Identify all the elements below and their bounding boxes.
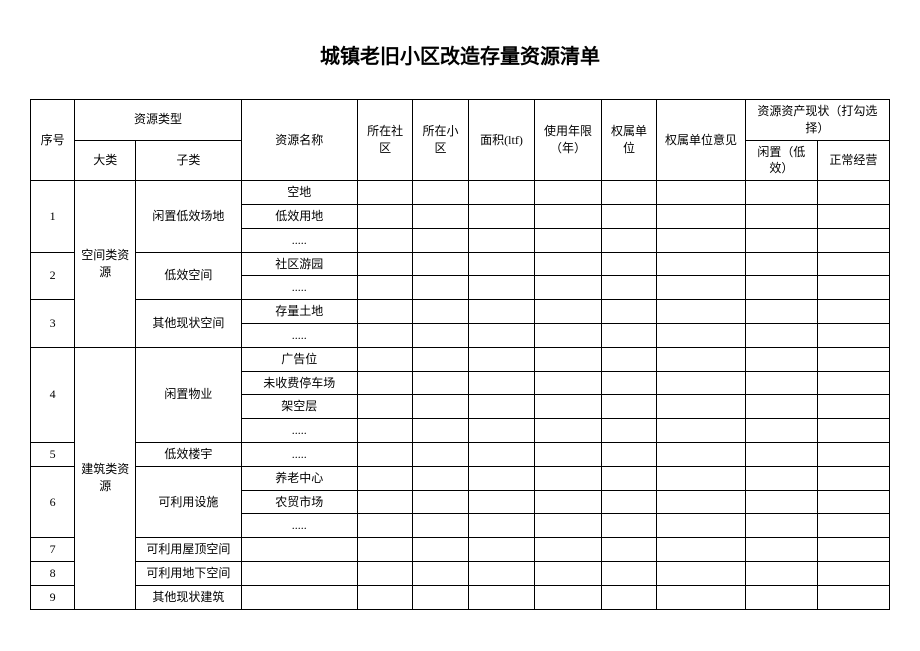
- table-row: 8 可利用地下空间: [31, 561, 890, 585]
- cell-empty: [745, 181, 817, 205]
- cell-cat2: 其他现状空间: [136, 300, 241, 348]
- cell-seq: 2: [31, 252, 75, 300]
- cell-name: 社区游园: [241, 252, 357, 276]
- header-status-group: 资源资产现状（打勾选择）: [745, 100, 889, 141]
- header-row-1: 序号 资源类型 资源名称 所在社区 所在小区 面积(ltf) 使用年限（年） 权…: [31, 100, 890, 141]
- header-status-normal: 正常经营: [817, 140, 889, 181]
- cell-name: [241, 538, 357, 562]
- table-row: 7 可利用屋顶空间: [31, 538, 890, 562]
- cell-seq: 1: [31, 181, 75, 252]
- cell-cat2: 可利用设施: [136, 466, 241, 537]
- header-years: 使用年限（年）: [535, 100, 602, 181]
- cell-cat2: 闲置低效场地: [136, 181, 241, 252]
- cell-cat2: 可利用地下空间: [136, 561, 241, 585]
- cell-name: 空地: [241, 181, 357, 205]
- cell-seq: 5: [31, 442, 75, 466]
- cell-name: 广告位: [241, 347, 357, 371]
- header-cat1: 大类: [75, 140, 136, 181]
- cell-seq: 4: [31, 347, 75, 442]
- header-seq: 序号: [31, 100, 75, 181]
- cell-empty: [657, 181, 746, 205]
- cell-name: .....: [241, 323, 357, 347]
- header-resource-type: 资源类型: [75, 100, 241, 141]
- cell-seq: 6: [31, 466, 75, 537]
- cell-cat2: 闲置物业: [136, 347, 241, 442]
- cell-name: .....: [241, 228, 357, 252]
- table-row: 1 空间类资源 闲置低效场地 空地: [31, 181, 890, 205]
- cell-empty: [357, 181, 412, 205]
- cell-cat1: 建筑类资源: [75, 347, 136, 609]
- cell-name: .....: [241, 419, 357, 443]
- table-row: 3 其他现状空间 存量土地: [31, 300, 890, 324]
- cell-name: .....: [241, 276, 357, 300]
- cell-seq: 8: [31, 561, 75, 585]
- cell-seq: 3: [31, 300, 75, 348]
- cell-cat2: 低效空间: [136, 252, 241, 300]
- page-title: 城镇老旧小区改造存量资源清单: [30, 40, 890, 69]
- cell-empty: [817, 181, 889, 205]
- cell-name: 架空层: [241, 395, 357, 419]
- cell-name: .....: [241, 514, 357, 538]
- cell-name: [241, 561, 357, 585]
- table-row: 2 低效空间 社区游园: [31, 252, 890, 276]
- cell-cat2: 低效楼宇: [136, 442, 241, 466]
- header-opinion: 权属单位意见: [657, 100, 746, 181]
- cell-empty: [601, 181, 656, 205]
- resource-inventory-table: 序号 资源类型 资源名称 所在社区 所在小区 面积(ltf) 使用年限（年） 权…: [30, 99, 890, 610]
- header-district: 所在小区: [413, 100, 468, 181]
- cell-name: 存量土地: [241, 300, 357, 324]
- cell-name: 低效用地: [241, 204, 357, 228]
- table-row: 4 建筑类资源 闲置物业 广告位: [31, 347, 890, 371]
- cell-name: .....: [241, 442, 357, 466]
- cell-cat2: 可利用屋顶空间: [136, 538, 241, 562]
- cell-cat1: 空间类资源: [75, 181, 136, 348]
- header-name: 资源名称: [241, 100, 357, 181]
- header-cat2: 子类: [136, 140, 241, 181]
- cell-name: 养老中心: [241, 466, 357, 490]
- cell-empty: [535, 181, 602, 205]
- cell-seq: 9: [31, 585, 75, 609]
- cell-empty: [468, 181, 535, 205]
- cell-name: 农贸市场: [241, 490, 357, 514]
- table-row: 5 低效楼宇 .....: [31, 442, 890, 466]
- cell-name: [241, 585, 357, 609]
- header-status-idle: 闲置（低效）: [745, 140, 817, 181]
- header-owner: 权属单位: [601, 100, 656, 181]
- table-row: 6 可利用设施 养老中心: [31, 466, 890, 490]
- header-community: 所在社区: [357, 100, 412, 181]
- header-area: 面积(ltf): [468, 100, 535, 181]
- cell-cat2: 其他现状建筑: [136, 585, 241, 609]
- cell-name: 未收费停车场: [241, 371, 357, 395]
- table-row: 9 其他现状建筑: [31, 585, 890, 609]
- cell-empty: [413, 181, 468, 205]
- cell-seq: 7: [31, 538, 75, 562]
